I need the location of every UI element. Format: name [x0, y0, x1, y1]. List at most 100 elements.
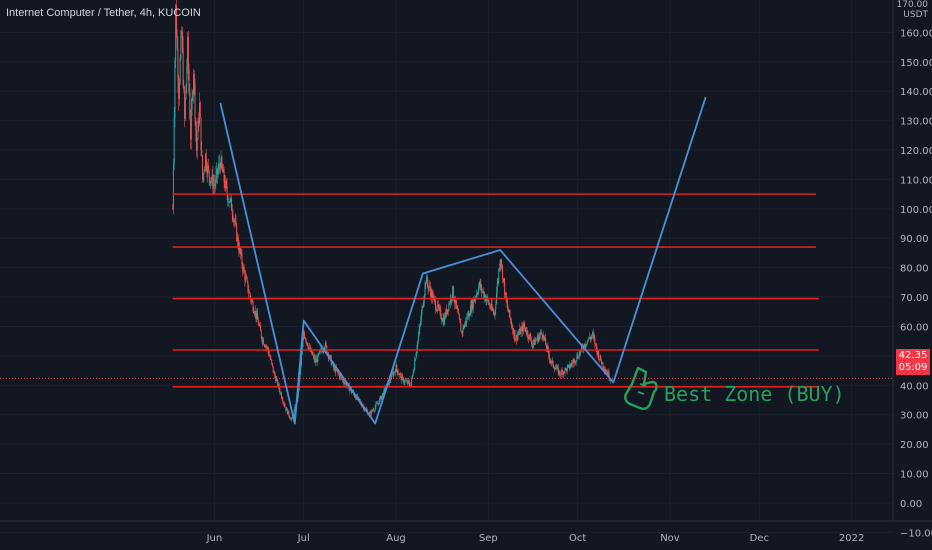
candle-body: [484, 295, 486, 298]
candle-body: [546, 346, 548, 349]
candle-body: [599, 355, 601, 360]
candle-body: [300, 364, 302, 372]
candle-body: [203, 172, 205, 174]
candle-body: [234, 221, 236, 223]
candle-body: [524, 326, 526, 328]
candle-body: [433, 296, 435, 298]
candle-body: [458, 314, 460, 320]
candle-body: [559, 370, 561, 375]
candle-body: [454, 301, 456, 304]
candle-body: [501, 265, 503, 279]
candle-body: [383, 388, 385, 396]
candle-body: [521, 326, 523, 329]
candle-body: [574, 362, 576, 364]
candle-body: [606, 372, 608, 376]
candle-body: [584, 344, 586, 347]
candle-body: [490, 307, 492, 309]
candle-body: [396, 364, 398, 370]
candle-body: [217, 169, 219, 175]
candle-body: [195, 118, 197, 131]
candle-body: [471, 300, 473, 312]
candle-body: [570, 363, 572, 367]
candle-body: [208, 169, 210, 178]
candle-body: [440, 317, 442, 320]
candle-body: [333, 366, 335, 368]
trendline-path[interactable]: [219, 96, 707, 425]
candle-body: [184, 99, 186, 119]
candle-body: [411, 374, 413, 379]
current-price-badge: 42.35 05:09: [896, 349, 930, 375]
candle-body: [267, 347, 269, 351]
candle-body: [353, 393, 355, 397]
candle-body: [591, 335, 593, 337]
candle-body: [213, 183, 215, 189]
candle-body: [469, 305, 471, 316]
candle-body: [294, 406, 296, 411]
candle-body: [305, 338, 307, 342]
candle-body: [172, 163, 174, 209]
candle-body: [422, 306, 424, 308]
candle-body: [488, 303, 490, 305]
candle-body: [497, 280, 499, 284]
candle-body: [199, 102, 201, 124]
pointing-hand-shape: [624, 366, 658, 410]
candle-body: [399, 373, 401, 375]
candle-body: [519, 328, 521, 335]
candle-body: [318, 351, 320, 354]
candle-body: [271, 359, 273, 364]
candle-body: [178, 83, 180, 99]
candle-body: [247, 281, 249, 291]
price-unit-top-value: 170.00: [896, 0, 929, 10]
candle-body: [242, 267, 244, 271]
candle-body: [181, 31, 183, 36]
candle-body: [193, 73, 195, 84]
candle-body: [288, 410, 290, 416]
price-axis[interactable]: 160.00 150.00 140.00 130.00 120.00 110.00 100.…: [900, 28, 932, 539]
candle-body: [428, 287, 430, 289]
candle-body: [589, 338, 591, 340]
candle-body: [244, 272, 246, 281]
candle-body: [565, 368, 567, 372]
candle-body: [286, 408, 288, 411]
y-tick-label: 30.00: [900, 411, 929, 422]
candle-body: [594, 338, 596, 345]
candle-body: [252, 302, 254, 311]
candle-body: [460, 323, 462, 332]
candle-body: [344, 382, 346, 384]
candle-body: [530, 336, 532, 341]
y-tick-label: 60.00: [900, 322, 929, 333]
candle-body: [251, 300, 253, 302]
candle-body: [544, 338, 546, 340]
candle-body: [261, 337, 263, 342]
candle-body: [560, 370, 562, 375]
candle-body: [566, 366, 568, 372]
candle-body: [264, 345, 266, 348]
candle-body: [246, 278, 248, 282]
candle-body: [443, 318, 445, 325]
candle-body: [551, 360, 553, 362]
candle-body: [464, 321, 466, 325]
candle-body: [545, 345, 547, 349]
candle-body: [339, 375, 341, 378]
candle-body: [265, 346, 267, 348]
candle-body: [207, 165, 209, 170]
candle-body: [196, 130, 198, 151]
candle-body: [417, 335, 419, 342]
candle-body: [447, 309, 449, 311]
candle-body: [269, 356, 271, 359]
candle-body: [481, 284, 483, 292]
candle-body: [426, 276, 428, 284]
time-axis[interactable]: Jun Jul Aug Sep Oct Nov Dec 2022: [206, 533, 865, 544]
candle-body: [243, 267, 245, 273]
candle-body: [204, 167, 206, 173]
candle-body: [280, 392, 282, 394]
candle-body: [568, 364, 570, 366]
candle-body: [196, 139, 198, 151]
candle-body: [503, 278, 505, 282]
candle-body: [312, 354, 314, 356]
candle-body: [281, 397, 283, 400]
candle-body: [275, 378, 277, 381]
candle-body: [437, 304, 439, 308]
candle-body: [372, 410, 374, 411]
